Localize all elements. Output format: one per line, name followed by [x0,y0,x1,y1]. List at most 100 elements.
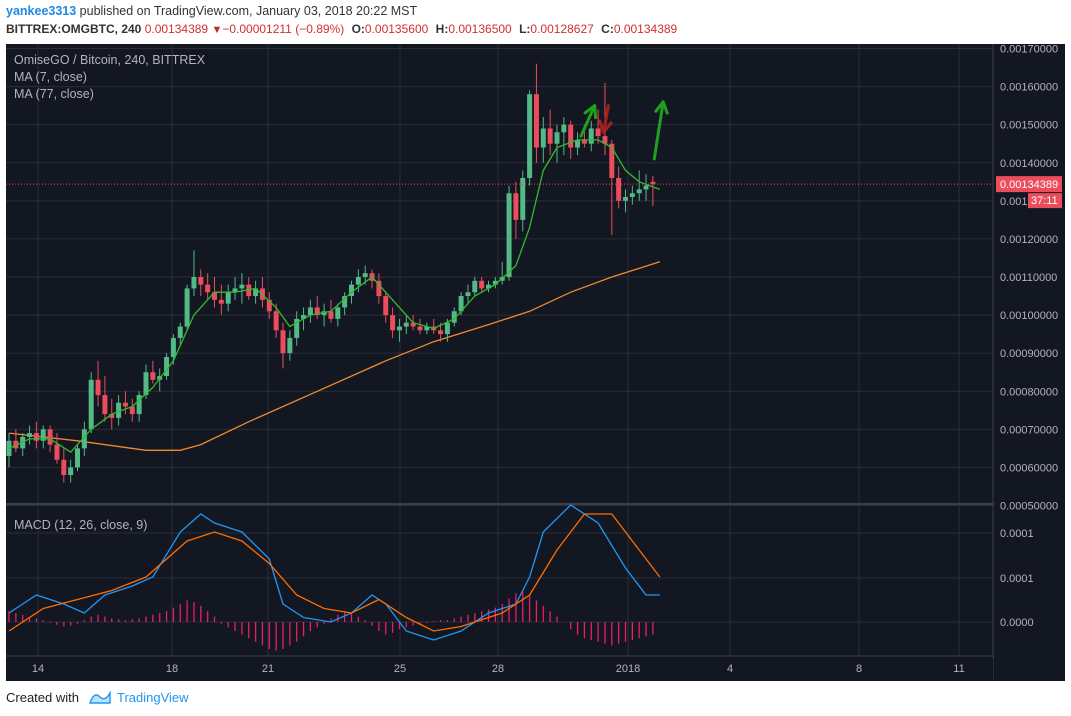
candle-body [177,326,183,338]
price-change: −0.00001211 (−0.89%) [222,22,345,36]
candle-body [266,299,272,312]
candle-body [540,128,546,148]
time-tick-label: 21 [262,663,274,675]
candle-body [349,284,354,297]
price-tick-label: 0.00070000 [1000,424,1058,436]
arrow-up-annotation [579,104,597,138]
candle-body [376,280,382,297]
candle-body [520,177,526,220]
candle-body [568,124,574,148]
candle-body [122,402,128,407]
candle-body [643,185,649,190]
price-tick-label: 0.00170000 [1000,44,1058,56]
candle-body [417,326,423,331]
chart-area[interactable]: 0.00170000 0.00160000 0.00150000 0.00140000… [6,44,1065,681]
username-link[interactable]: yankee3313 [6,4,77,18]
candle-body [27,433,33,437]
symbol-quote: BITTREX:OMGBTC, 240 0.00134389 ▼−0.00001… [6,22,677,36]
candle-body [102,395,108,415]
candle-body [33,433,39,441]
price-tick-label: 0.00150000 [1000,120,1058,132]
candle-body [396,326,402,331]
candle-body [355,277,361,285]
candle-body [280,330,286,354]
down-triangle-icon: ▼ [211,24,223,36]
candle-body [307,307,313,316]
macd-tick-label: 0.0001 [1000,528,1034,540]
candle-body [410,322,416,327]
candle-body [109,414,115,418]
low-label: L: [519,22,531,36]
candle-body [47,429,53,445]
candle-body [527,94,533,178]
candle-body [513,193,519,220]
price-tick-label: 0.00050000 [1000,501,1058,513]
tradingview-brand-link[interactable]: TradingView [117,690,189,705]
candle-body [212,292,217,300]
candle-body [68,467,74,476]
time-tick-label: 25 [394,663,406,675]
time-tick-label: 8 [856,663,862,675]
candle-body [143,372,149,396]
candle-body [362,273,368,277]
close-label: C: [601,22,614,36]
price-tick-label: 0.00100000 [1000,310,1058,322]
price-tick-label: 0.00110000 [1000,272,1057,284]
legend-title: OmiseGO / Bitcoin, 240, BITTREX [14,53,206,67]
candle-body [342,296,348,308]
candle-body [650,181,656,185]
macd-line [8,504,660,641]
candle-body [88,379,94,430]
candle-body [95,379,101,396]
candle-body [170,337,176,357]
low-value: 0.00128627 [530,22,594,36]
candle-body [129,406,135,415]
open-label: O: [351,22,365,36]
close-value: 0.00134389 [613,22,678,36]
candle-body [198,277,204,285]
last-price-badge [996,176,1062,193]
footer-bar: Created with TradingView [0,681,1071,716]
created-with-label: Created with [6,690,79,705]
candle-body [403,322,409,327]
candle-body [623,197,628,201]
arrow-up-annotation-head [654,100,669,115]
candle-body [533,94,539,148]
signal-line [8,513,661,632]
candle-body [328,311,334,319]
symbol-label: BITTREX:OMGBTC, 240 [6,22,142,36]
header-bar: yankee3313 published on TradingView.com,… [0,0,1071,44]
candle-body [81,429,87,449]
candle-body [465,292,471,297]
candle-body [458,296,464,312]
candle-body [486,284,491,289]
candle-body [273,311,279,331]
candle-body [588,128,594,144]
tradingview-logo-icon[interactable] [88,689,112,707]
price-tick-label: 0.00140000 [1000,158,1058,170]
candle-body [609,143,615,178]
time-axis-bg [6,657,993,681]
candle-body [424,326,430,331]
candle-body [239,284,245,289]
candle-body [54,444,60,460]
candle-body [390,315,396,331]
candle-body [595,128,601,137]
last-price: 0.00134389 [144,22,209,36]
macd-tick-label: 0.0000 [1000,617,1034,629]
candle-body [547,128,553,144]
chart-canvas[interactable]: 0.00170000 0.00160000 0.00150000 0.00140000… [6,44,1065,681]
arrow-up-annotation-head [583,104,598,120]
candle-body [335,307,341,319]
candle-body [301,315,307,319]
price-axis-bg [994,44,1065,681]
time-tick-label: 4 [727,663,733,675]
candle-body [136,395,142,415]
price-tick-label: 0.00120000 [1000,234,1058,246]
candle-body [246,284,252,297]
candle-body [184,288,190,327]
time-tick-label: 11 [953,663,964,675]
time-tick-label: 28 [492,663,504,675]
candle-body [492,280,498,285]
candle-body [253,288,259,297]
